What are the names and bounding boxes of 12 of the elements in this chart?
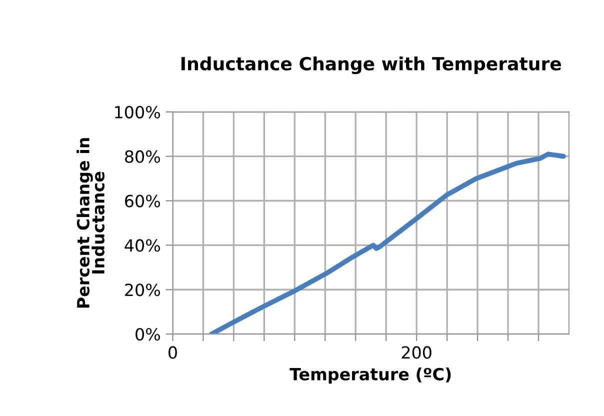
y-tick-label: 0%: [136, 328, 160, 341]
x-tick-label: 200: [402, 346, 432, 359]
line-series: [209, 152, 566, 334]
chart-title: Inductance Change with Temperature: [181, 56, 562, 74]
y-tick-label: 40%: [124, 239, 160, 252]
y-tick-label: 80%: [125, 150, 160, 163]
x-axis-title: Temperature (ºC): [290, 368, 451, 384]
y-tick-label: 100%: [115, 106, 160, 118]
y-tick-label: 20%: [125, 284, 160, 296]
y-axis-title: Percent Change in Inductance: [76, 138, 105, 308]
x-tick-label: 0: [168, 346, 177, 359]
y-tick-label: 60%: [125, 194, 160, 208]
